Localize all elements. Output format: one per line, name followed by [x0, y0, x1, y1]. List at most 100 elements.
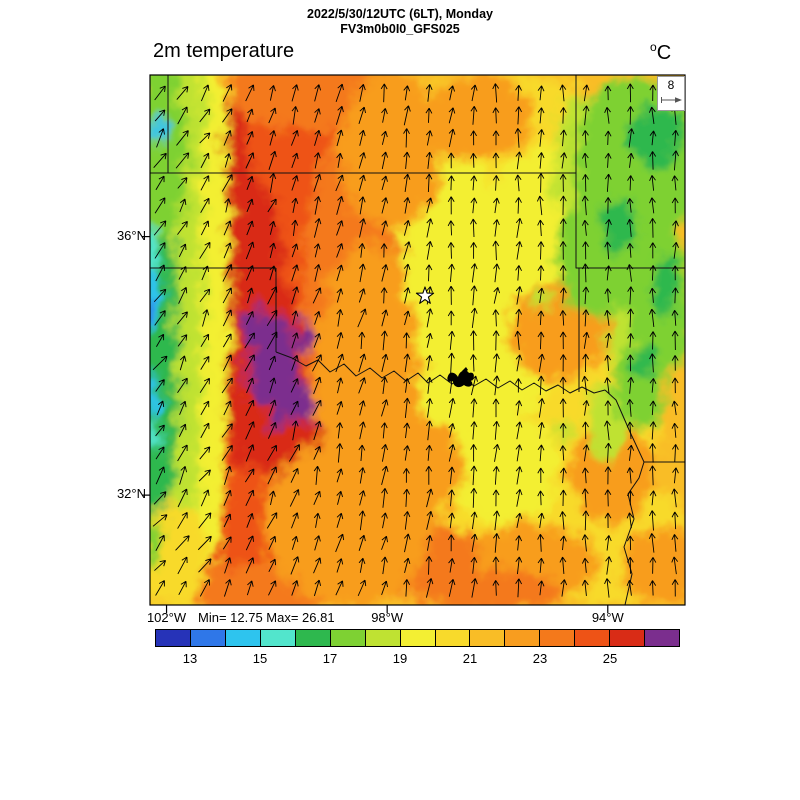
wind-arrow: [470, 130, 477, 146]
wind-arrow: [627, 308, 634, 328]
wind-arrow: [178, 243, 187, 258]
wind-arrow: [269, 490, 276, 506]
wind-arrow: [604, 442, 612, 463]
wind-arrow: [582, 84, 590, 102]
wind-arrow: [581, 579, 589, 597]
wind-arrow: [336, 288, 344, 303]
wind-arrow-layer: [152, 83, 679, 598]
wind-arrow: [200, 489, 210, 507]
units-superscript: o: [650, 40, 657, 54]
wind-arrow: [471, 578, 478, 598]
wind-arrow: [470, 218, 477, 238]
wind-arrow: [626, 264, 634, 282]
colorbar-segment: [260, 630, 296, 646]
wind-arrow: [177, 106, 188, 125]
header-datetime: 2022/5/30/12UTC (6LT), Monday: [307, 7, 493, 21]
wind-arrow: [403, 378, 411, 393]
temperature-blob: [150, 420, 158, 452]
wind-arrow: [313, 445, 321, 460]
wind-arrow: [245, 535, 254, 551]
wind-arrow: [470, 285, 478, 306]
wind-arrow: [313, 218, 322, 238]
wind-arrow: [626, 243, 634, 258]
wind-arrow: [649, 151, 657, 170]
wind-arrow: [291, 219, 299, 236]
wind-arrow: [223, 242, 232, 259]
wind-arrow: [447, 285, 455, 305]
wind-arrow: [648, 533, 656, 553]
wind-arrow: [448, 107, 456, 124]
wind-arrow: [197, 535, 212, 551]
wind-arrow: [559, 107, 567, 124]
wind-arrow: [245, 557, 255, 574]
wind-arrow: [246, 108, 254, 123]
wind-arrow: [177, 512, 188, 529]
wind-arrow: [177, 556, 188, 575]
wind-arrow: [244, 354, 255, 372]
wind-arrow: [671, 309, 679, 326]
wind-arrow: [537, 533, 544, 552]
wind-arrow: [223, 220, 232, 236]
wind-arrow: [223, 489, 232, 506]
wind-arrow: [336, 243, 344, 258]
wind-arrow: [313, 465, 321, 485]
wind-arrow: [245, 444, 255, 462]
wind-arrow: [492, 466, 500, 485]
wind-arrow: [470, 84, 478, 102]
wind-arrow: [178, 423, 187, 438]
wind-arrow: [426, 308, 433, 328]
wind-arrow: [403, 488, 410, 507]
wind-arrow: [268, 535, 277, 550]
wind-arrow: [582, 105, 590, 126]
wind-arrow: [267, 422, 277, 439]
wind-arrow: [426, 241, 433, 260]
wind-arrow: [198, 469, 211, 482]
wind-arrow: [492, 556, 500, 575]
wind-arrow: [199, 132, 211, 144]
wind-arrow: [358, 243, 366, 258]
wind-arrow: [537, 310, 545, 326]
wind-arrow: [291, 535, 299, 550]
wind-arrow: [559, 376, 567, 395]
wind-arrow: [269, 220, 276, 235]
colorbar-segment: [435, 630, 471, 646]
wind-arrow: [269, 173, 277, 193]
lon-tick-label: 102°W: [146, 610, 187, 625]
wind-arrow: [537, 512, 545, 528]
wind-arrow: [403, 151, 411, 170]
marker-layer: [415, 286, 474, 388]
wind-arrow: [176, 130, 189, 146]
wind-arrow: [403, 263, 411, 283]
wind-arrow: [403, 557, 411, 573]
wind-arrow: [671, 511, 679, 530]
wind-arrow: [314, 264, 321, 282]
wind-arrow: [470, 511, 478, 530]
wind-arrow: [245, 310, 254, 325]
wind-arrow: [448, 85, 456, 101]
wind-arrow: [559, 84, 567, 102]
wind-arrow: [470, 152, 477, 168]
wind-arrow: [335, 533, 345, 553]
wind-arrow: [604, 377, 611, 394]
wind-arrow: [470, 354, 477, 372]
wind-arrow: [403, 353, 411, 373]
wind-arrow: [537, 129, 545, 147]
wind-arrow: [560, 535, 567, 551]
wind-arrow: [626, 535, 634, 551]
wind-arrow: [335, 353, 344, 373]
wind-arrow: [604, 400, 612, 416]
wind-arrow: [380, 83, 388, 103]
wind-arrow: [156, 128, 165, 148]
wind-arrow: [381, 330, 388, 351]
wind-arrow: [177, 334, 188, 347]
wind-arrow: [582, 309, 590, 327]
wind-arrow: [154, 109, 166, 122]
wind-arrow: [269, 85, 276, 101]
colorbar-tick-label: 17: [322, 651, 338, 666]
wind-arrow: [291, 332, 299, 349]
wind-arrow: [290, 556, 300, 575]
wind-arrow: [649, 443, 657, 463]
wind-arrow: [448, 263, 455, 283]
wind-arrow: [335, 83, 344, 103]
wind-arrow: [671, 197, 679, 214]
